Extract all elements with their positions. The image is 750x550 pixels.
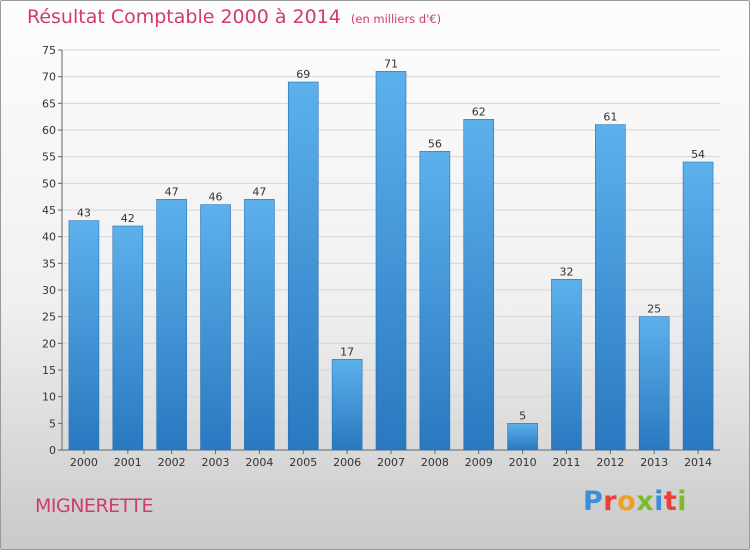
chart-unit: (en milliers d'€) [350,12,442,26]
bar-2008 [419,151,451,451]
value-label-2008: 56 [428,137,442,150]
x-tick-label-2000: 2000 [70,456,98,469]
value-label-2003: 46 [209,191,223,204]
value-label-2001: 42 [121,212,135,225]
y-tick-label: 40 [42,231,56,244]
x-tick-label-2011: 2011 [552,456,580,469]
value-labels: 43 42 47 46 47 69 17 71 56 62 5 32 61 25 54 [77,57,705,422]
x-tick-label-2003: 2003 [202,456,230,469]
y-tick-labels: 0 5 10 15 20 25 30 35 40 45 50 55 60 65 70 75 [42,44,56,457]
x-tick-label-2007: 2007 [377,456,405,469]
bar-2014 [682,161,714,451]
x-tick-label-2012: 2012 [596,456,624,469]
y-tick-label: 0 [49,444,56,457]
value-label-2002: 47 [165,185,179,198]
bar-2013 [638,316,670,451]
bar-2000 [68,220,100,451]
value-label-2012: 61 [603,111,617,124]
bar-2004 [244,199,275,451]
value-label-2007: 71 [384,57,398,70]
chart-title-text: Résultat Comptable 2000 à 2014 [27,6,341,28]
x-tick-labels: 2000 2001 2002 2003 2004 2005 2006 2007 2008 2009… [70,456,712,469]
x-tick-label-2008: 2008 [421,456,449,469]
bar-2002 [156,199,187,451]
logo-letter: i [677,486,688,517]
y-tick-label: 45 [42,204,56,217]
x-tick-label-2002: 2002 [158,456,186,469]
bar-2012 [595,124,626,451]
value-label-2013: 25 [647,303,661,316]
y-tick-label: 65 [42,97,56,110]
value-label-2011: 32 [559,265,573,278]
bar-2005 [287,81,319,451]
value-label-2000: 43 [77,207,91,220]
bar-2010 [507,423,538,451]
bars [68,71,714,451]
y-tick-label: 10 [42,391,56,404]
x-tick-label-2005: 2005 [289,456,317,469]
value-label-2004: 47 [252,185,266,198]
y-tick-label: 5 [49,417,56,430]
value-label-2009: 62 [472,105,486,118]
chart-title: Résultat Comptable 2000 à 2014 (en millie… [27,6,441,28]
y-tick-label: 30 [42,284,56,297]
value-label-2005: 69 [296,68,310,81]
y-tick-label: 35 [42,257,56,270]
bar-2011 [551,279,582,451]
y-tick-label: 70 [42,71,56,84]
value-label-2006: 17 [340,345,354,358]
bar-2006 [331,359,363,451]
logo-letter: o [617,486,637,517]
logo-letter: P [583,486,604,517]
y-tick-label: 50 [42,177,56,190]
x-tick-label-2014: 2014 [684,456,712,469]
y-tick-label: 25 [42,311,56,324]
x-tick-label-2001: 2001 [114,456,142,469]
x-tick-label-2004: 2004 [245,456,273,469]
y-tick-label: 75 [42,44,56,57]
x-tick-label-2013: 2013 [640,456,668,469]
value-label-2014: 54 [691,148,705,161]
bar-2003 [200,204,231,451]
x-tick-label-2009: 2009 [465,456,493,469]
x-tick-label-2010: 2010 [509,456,537,469]
bar-2001 [112,225,144,451]
logo-letter: x [636,486,655,517]
y-tick-label: 20 [42,337,56,350]
logo-letter: i [654,486,664,517]
bar-2009 [463,119,495,451]
commune-name: MIGNERETTE [35,495,154,517]
bar-2007 [375,71,407,451]
y-tick-label: 15 [42,364,56,377]
x-tick-label-2006: 2006 [333,456,361,469]
y-tick-label: 55 [42,151,56,164]
value-label-2010: 5 [519,409,526,422]
y-tick-label: 60 [42,124,56,137]
proxiti-logo: Proxiti [583,486,687,517]
logo-letter: r [603,486,618,517]
logo-letter: t [663,486,678,517]
